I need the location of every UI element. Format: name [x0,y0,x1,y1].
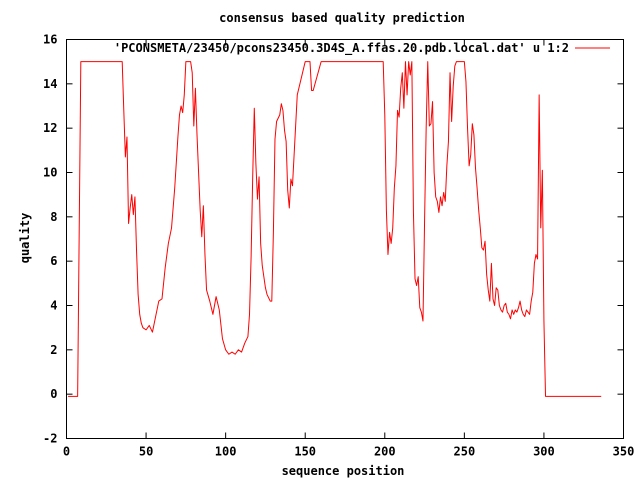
plot-frame [66,39,624,439]
x-axis-label: sequence position [282,464,405,478]
y-tick-label: 12 [43,121,57,135]
y-tick-label: 14 [43,77,57,91]
y-tick-label: -2 [43,432,57,446]
y-tick-label: 2 [50,343,57,357]
y-tick-label: 0 [50,387,57,401]
y-axis: -2 0 2 4 6 8 10 12 14 16 [43,33,624,446]
x-tick-label: 300 [533,445,555,459]
y-axis-label: quality [18,213,32,264]
x-tick-label: 150 [294,445,316,459]
x-tick-label: 200 [374,445,396,459]
x-tick-label: 100 [215,445,237,459]
x-tick-label: 0 [63,445,70,459]
y-tick-label: 8 [50,210,57,224]
x-tick-label: 50 [139,445,153,459]
y-tick-label: 16 [43,33,57,47]
x-tick-label: 250 [454,445,476,459]
series-line-quality [68,61,602,397]
legend-label: 'PCONSMETA/23450/pcons23450.3D4S_A.ffas.… [114,41,569,56]
legend: 'PCONSMETA/23450/pcons23450.3D4S_A.ffas.… [114,41,610,56]
chart-title: consensus based quality prediction [219,11,465,25]
x-tick-label: 350 [613,445,635,459]
y-tick-label: 10 [43,166,57,180]
x-axis: 0 50 100 150 200 250 300 350 [63,39,635,459]
y-tick-label: 4 [50,299,57,313]
y-tick-label: 6 [50,254,57,268]
